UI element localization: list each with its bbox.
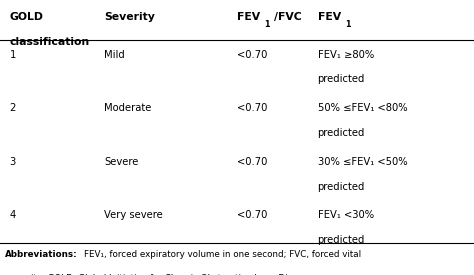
Text: FEV₁, forced expiratory volume in one second; FVC, forced vital: FEV₁, forced expiratory volume in one se…	[84, 250, 362, 259]
Text: capacity; GOLD, Global Initiative for Chronic Obstructive Lung Disease.: capacity; GOLD, Global Initiative for Ch…	[5, 274, 315, 275]
Text: <0.70: <0.70	[237, 210, 267, 220]
Text: Moderate: Moderate	[104, 103, 152, 113]
Text: FEV₁ <30%: FEV₁ <30%	[318, 210, 374, 220]
Text: Mild: Mild	[104, 50, 125, 59]
Text: 1: 1	[9, 50, 16, 59]
Text: Severity: Severity	[104, 12, 155, 22]
Text: Abbreviations:: Abbreviations:	[5, 250, 77, 259]
Text: FEV₁ ≥80%: FEV₁ ≥80%	[318, 50, 374, 59]
Text: 1: 1	[345, 20, 351, 29]
Text: 3: 3	[9, 157, 16, 167]
Text: 1: 1	[264, 20, 270, 29]
Text: 2: 2	[9, 103, 16, 113]
Text: predicted: predicted	[318, 74, 365, 84]
Text: 50% ≤FEV₁ <80%: 50% ≤FEV₁ <80%	[318, 103, 407, 113]
Text: GOLD: GOLD	[9, 12, 44, 22]
Text: /FVC: /FVC	[274, 12, 302, 22]
Text: predicted: predicted	[318, 182, 365, 191]
Text: <0.70: <0.70	[237, 103, 267, 113]
Text: predicted: predicted	[318, 235, 365, 245]
Text: <0.70: <0.70	[237, 50, 267, 59]
Text: FEV: FEV	[237, 12, 260, 22]
Text: FEV: FEV	[318, 12, 341, 22]
Text: 30% ≤FEV₁ <50%: 30% ≤FEV₁ <50%	[318, 157, 407, 167]
Text: Very severe: Very severe	[104, 210, 163, 220]
Text: predicted: predicted	[318, 128, 365, 138]
Text: classification: classification	[9, 37, 90, 47]
Text: 4: 4	[9, 210, 16, 220]
Text: <0.70: <0.70	[237, 157, 267, 167]
Text: Severe: Severe	[104, 157, 139, 167]
